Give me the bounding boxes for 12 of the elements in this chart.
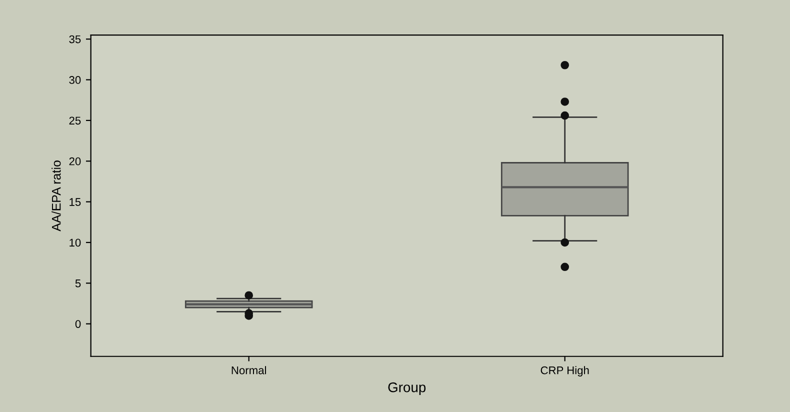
x-tick-label: Normal <box>232 366 266 374</box>
y-tick-label: 20 <box>69 157 81 166</box>
y-tick-label: 0 <box>75 320 81 328</box>
y-tick-label: 25 <box>69 116 81 125</box>
y-tick-label: 35 <box>69 35 81 44</box>
x-tick-label: CRP High <box>540 366 589 376</box>
y-tick-label: 30 <box>69 76 81 84</box>
y-axis-title: AA/EPA ratio <box>52 160 61 232</box>
y-tick-label: 15 <box>70 198 81 206</box>
x-axis-title: Group <box>388 382 426 395</box>
y-tick-label: 10 <box>70 238 81 247</box>
y-tick-label: 5 <box>75 280 81 288</box>
